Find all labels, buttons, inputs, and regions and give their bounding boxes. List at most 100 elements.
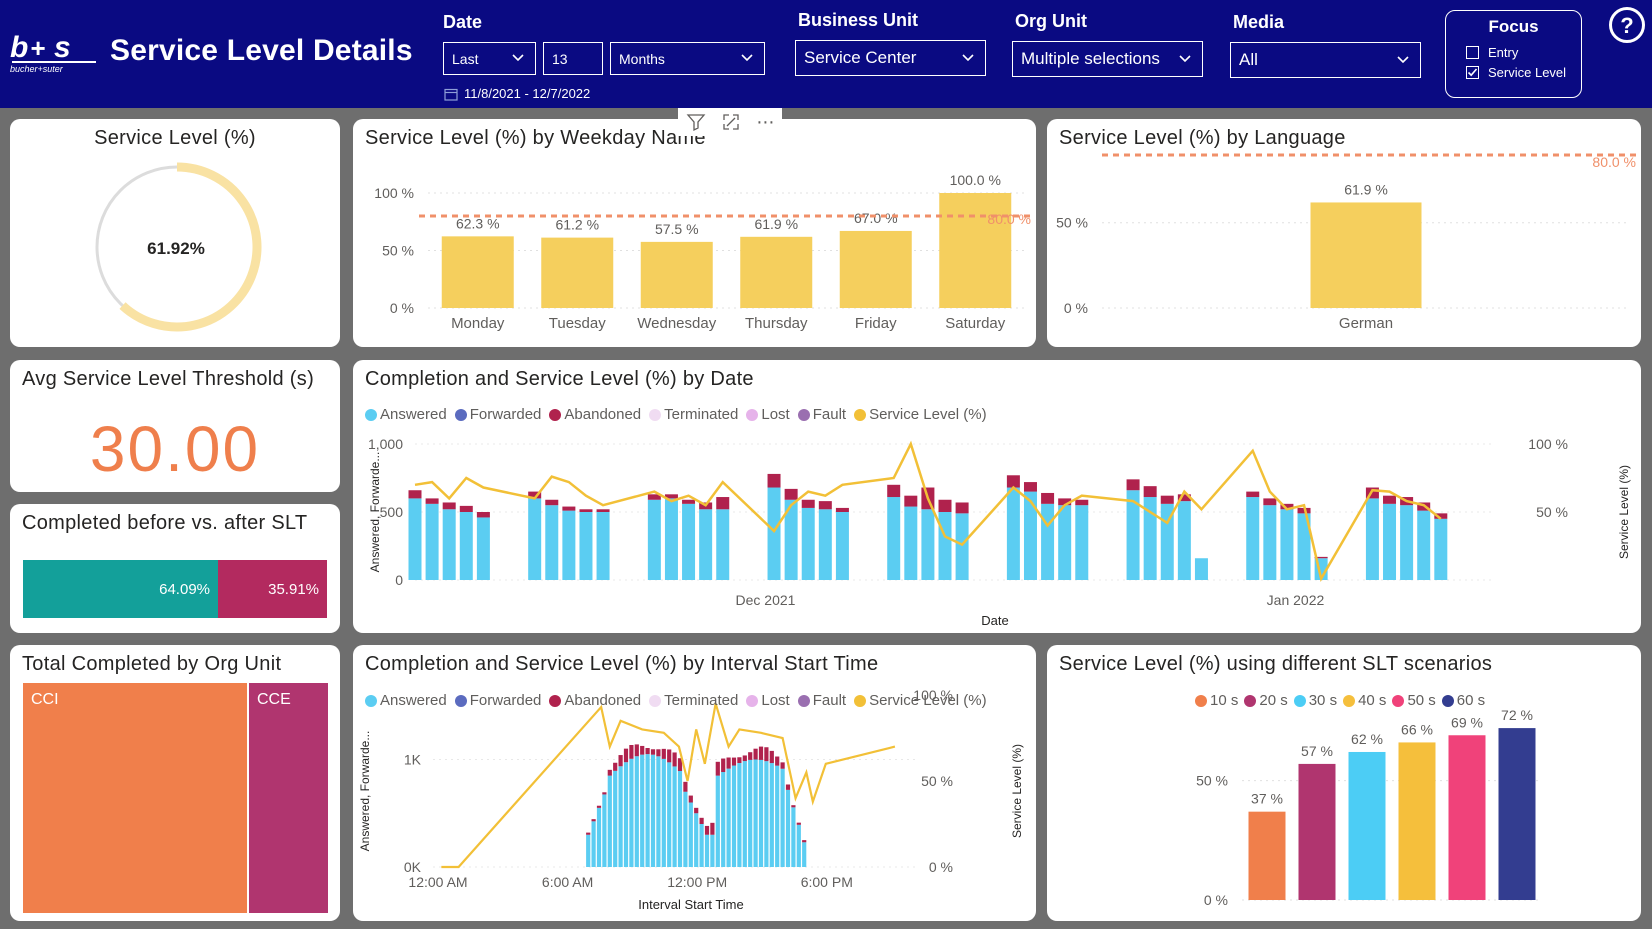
media-dropdown[interactable]: All: [1230, 42, 1421, 78]
abandoned-bar: [647, 494, 661, 500]
language-chart-card[interactable]: Service Level (%) by Language 0 % 50 % Ger…: [1047, 119, 1641, 347]
completion-by-interval-card[interactable]: Completion and Service Level (%) by Inte…: [353, 645, 1036, 921]
focus-mode-icon[interactable]: [721, 112, 741, 132]
answered-bar: [1263, 505, 1277, 580]
legend-item[interactable]: 20 s: [1244, 692, 1288, 709]
calendar-icon: [444, 88, 458, 101]
svg-text:b: b: [10, 31, 28, 64]
answered-bar: [1194, 558, 1208, 580]
service-level-line: [441, 703, 896, 869]
after-slt-segment[interactable]: 35.91%: [218, 560, 327, 618]
legend-marker-icon: [1244, 694, 1257, 707]
date-unit-dropdown[interactable]: Months: [610, 42, 765, 75]
org-unit-dropdown[interactable]: Multiple selections: [1012, 41, 1203, 77]
x-tick-label: Dec 2021: [736, 592, 796, 608]
focus-option-entry[interactable]: Entry: [1466, 45, 1518, 60]
legend-marker-icon: [1392, 694, 1405, 707]
media-label: Media: [1233, 12, 1285, 32]
abandoned-bar: [1126, 479, 1140, 491]
legend-label: 20 s: [1259, 692, 1288, 709]
legend-marker-icon: [454, 694, 467, 707]
avg-threshold-card[interactable]: Avg Service Level Threshold (s) 30.00: [10, 360, 340, 492]
legend-item[interactable]: Abandoned: [549, 406, 641, 423]
legend-item[interactable]: Forwarded: [454, 692, 541, 709]
legend-item[interactable]: 50 s: [1392, 692, 1436, 709]
legend-marker-icon: [797, 694, 810, 707]
date-count-input[interactable]: 13: [543, 42, 603, 75]
focus-option-service-level[interactable]: Service Level: [1466, 65, 1566, 80]
answered-bar: [748, 759, 753, 867]
answered-bar: [904, 506, 918, 580]
weekday-chart-card[interactable]: Service Level (%) by Weekday Name 0 % 50 …: [353, 119, 1036, 347]
data-label: 62.3 %: [456, 215, 500, 231]
date-mode-dropdown[interactable]: Last: [443, 42, 536, 75]
legend-item[interactable]: 40 s: [1343, 692, 1386, 709]
answered-bar: [661, 758, 666, 867]
y-right-axis-title: Service Level (%): [1010, 744, 1024, 838]
answered-bar: [647, 499, 661, 580]
abandoned-bar: [1383, 495, 1397, 504]
legend-item[interactable]: Forwarded: [454, 406, 541, 423]
legend-item[interactable]: Fault: [797, 692, 846, 709]
y-right-tick-label: 100 %: [913, 687, 953, 703]
bar: [1398, 742, 1436, 900]
abandoned-bar: [1006, 475, 1020, 488]
help-icon[interactable]: ?: [1608, 6, 1646, 44]
abandoned-bar: [704, 825, 710, 835]
completed-before-after-card[interactable]: Completed before vs. after SLT 64.09% 35…: [10, 504, 340, 633]
slt-scenarios-card[interactable]: Service Level (%) using different SLT sc…: [1047, 645, 1641, 921]
treemap-cell-cci[interactable]: CCI: [23, 683, 247, 913]
y-left-tick-label: 500: [380, 504, 404, 520]
org-unit-card[interactable]: Total Completed by Org Unit CCI CCE: [10, 645, 340, 921]
answered-bar: [1160, 503, 1174, 580]
checkbox-unchecked-icon[interactable]: [1466, 46, 1479, 59]
chart-legend: 10 s 20 s 30 s 40 s 50 s 60 s: [1195, 692, 1485, 709]
legend-item[interactable]: 10 s: [1195, 692, 1238, 709]
legend-item[interactable]: 30 s: [1293, 692, 1337, 709]
filter-icon[interactable]: [686, 112, 706, 132]
answered-bar: [938, 512, 952, 580]
answered-bar: [664, 498, 678, 580]
visual-header-toolbar: ⋯: [678, 108, 782, 136]
legend-item[interactable]: Terminated: [649, 406, 738, 423]
legend-item[interactable]: 60 s: [1441, 692, 1485, 709]
legend-item[interactable]: Service Level (%): [854, 692, 987, 709]
gauge-fill: [119, 162, 262, 332]
legend-item[interactable]: Answered: [365, 406, 447, 423]
abandoned-bar: [623, 748, 629, 763]
legend-item[interactable]: Lost: [746, 406, 790, 423]
legend-item[interactable]: Answered: [365, 692, 447, 709]
answered-bar: [731, 765, 737, 867]
abandoned-bar: [721, 758, 726, 773]
legend-item[interactable]: Terminated: [649, 692, 738, 709]
abandoned-bar: [1058, 498, 1072, 506]
card-title: Avg Service Level Threshold (s): [22, 368, 315, 390]
treemap-label: CCI: [31, 691, 59, 708]
legend-item[interactable]: Fault: [797, 406, 846, 423]
legend-item[interactable]: Abandoned: [549, 692, 641, 709]
y-left-axis-title: Answered, Forwarde...: [368, 452, 382, 573]
org-unit-label: Org Unit: [1015, 11, 1087, 31]
checkbox-checked-icon[interactable]: [1466, 66, 1479, 79]
before-slt-segment[interactable]: 64.09%: [23, 560, 218, 618]
gauge-chart: 61.92%: [95, 162, 262, 332]
chevron-down-icon: [741, 54, 753, 62]
svg-text:+: +: [30, 33, 45, 63]
service-level-card[interactable]: Service Level (%) 61.92%: [10, 119, 340, 347]
abandoned-bar: [618, 755, 623, 767]
answered-bar: [764, 761, 769, 867]
legend-marker-icon: [1293, 694, 1306, 707]
x-tick-label: German: [1339, 315, 1393, 332]
legend-label: Service Level (%): [869, 406, 987, 423]
business-unit-dropdown[interactable]: Service Center: [795, 40, 986, 76]
abandoned-bar: [938, 499, 952, 512]
abandoned-bar: [640, 745, 645, 755]
legend-item[interactable]: Service Level (%): [854, 406, 987, 423]
more-options-icon[interactable]: ⋯: [756, 111, 775, 132]
legend-item[interactable]: Lost: [746, 692, 790, 709]
y-right-tick-label: 100 %: [1528, 436, 1568, 452]
treemap-cell-cce[interactable]: CCE: [249, 683, 328, 913]
answered-bar: [818, 509, 832, 580]
completion-by-date-card[interactable]: Completion and Service Level (%) by Date…: [353, 360, 1641, 633]
card-title: Completion and Service Level (%) by Date: [365, 368, 754, 390]
